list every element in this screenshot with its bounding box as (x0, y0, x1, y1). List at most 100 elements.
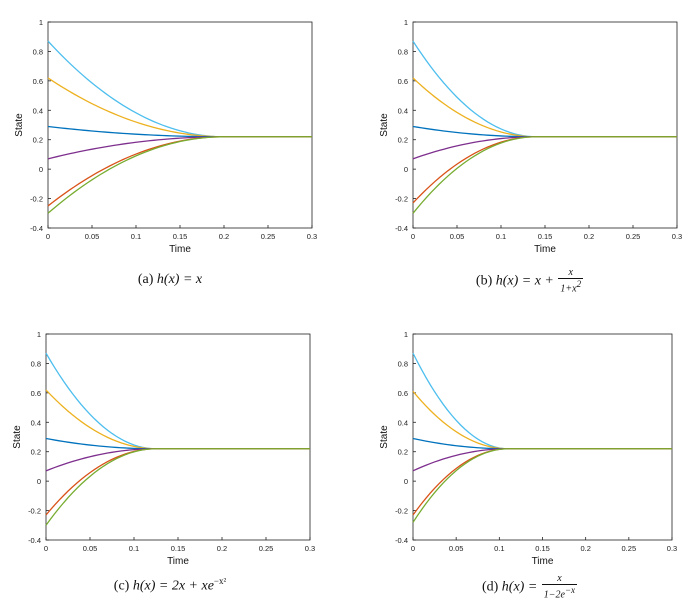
y-tick-label: -0.2 (395, 195, 408, 204)
x-tick-label: 0.2 (584, 232, 594, 241)
caption-c: (c) h(x) = 2x + xe−x² (0, 576, 340, 595)
x-tick-label: 0 (411, 544, 415, 553)
series-line-5 (412, 448, 672, 523)
panel-d: 0 0.05 0.1 0.15 0.2 0.25 0.3 -0.4 -0.2 0 0.2 0.4 0.6… (360, 312, 700, 612)
y-tick-label: 1 (37, 330, 41, 339)
caption-c-label: (c) (113, 578, 130, 594)
x-tick-label: 0 (46, 232, 50, 241)
x-tick-label: 0.2 (217, 544, 227, 553)
x-axis-label: Time (167, 556, 189, 567)
x-tick-label: 0 (44, 544, 48, 553)
chart-d: 0 0.05 0.1 0.15 0.2 0.25 0.3 -0.4 -0.2 0 0.2 0.4 0.6… (379, 330, 677, 567)
x-tick-label: 0.1 (129, 544, 139, 553)
chart-c: 0 0.05 0.1 0.15 0.2 0.25 0.3 -0.4 -0.2 0 0.2 0.4 0.6… (12, 330, 315, 567)
caption-b-frac-num: x (558, 268, 584, 279)
caption-b-frac-den-base: 1+x (560, 283, 577, 295)
caption-b-func: h(x) = x + (495, 273, 554, 289)
y-tick-label: 1 (404, 18, 408, 27)
caption-c-func-sup: −x² (213, 576, 227, 586)
x-tick-label: 0.1 (494, 544, 504, 553)
y-tick-label: 1 (404, 330, 408, 339)
caption-d-label: (d) (481, 579, 499, 595)
y-tick-label: 0 (404, 165, 408, 174)
y-tick-label: 0.8 (398, 47, 408, 56)
y-tick-label: 0.2 (398, 136, 408, 145)
y-tick-label: -0.2 (28, 507, 41, 516)
caption-a: (a) h(x) = x (0, 272, 340, 288)
y-tick-label: 0.4 (398, 106, 408, 115)
x-axis-label: Time (532, 556, 554, 567)
x-tick-label: 0.1 (496, 232, 506, 241)
y-tick-label: 0 (39, 165, 43, 174)
x-tick-label: 0.05 (450, 232, 465, 241)
y-tick-label: 0.8 (398, 359, 408, 368)
caption-b-label: (b) (475, 273, 493, 289)
x-tick-label: 0.25 (626, 232, 641, 241)
caption-d-fraction: x 1−2e−x (541, 574, 578, 600)
y-axis-label: State (379, 113, 390, 137)
x-tick-label: 0.1 (131, 232, 141, 241)
caption-d-frac-den-base: 1−2e (543, 589, 565, 601)
x-tick-label: 0.25 (622, 544, 637, 553)
x-tick-label: 0.3 (305, 544, 315, 553)
series-line-5 (412, 136, 677, 214)
y-tick-label: 0.2 (31, 448, 41, 457)
plot-frame (45, 333, 311, 541)
y-tick-label: -0.2 (395, 507, 408, 516)
x-tick-label: 0.15 (538, 232, 553, 241)
caption-d-frac-num: x (541, 574, 578, 585)
y-tick-label: 0.2 (33, 136, 43, 145)
series-line-5 (47, 136, 312, 214)
x-tick-label: 0 (411, 232, 415, 241)
caption-b-fraction: x 1+x2 (558, 268, 584, 295)
x-tick-label: 0.05 (83, 544, 98, 553)
series-line-5 (45, 448, 310, 526)
y-tick-label: 0.8 (31, 359, 41, 368)
panel-a: 0 0.05 0.1 0.15 0.2 0.25 0.3 -0.4 -0.2 0 0.2 0.4 0.6… (0, 0, 340, 300)
x-tick-label: 0.25 (259, 544, 274, 553)
plot-frame (412, 333, 673, 541)
y-tick-label: 0.6 (31, 389, 41, 398)
x-tick-label: 0.25 (261, 232, 276, 241)
y-tick-label: 0.8 (33, 47, 43, 56)
caption-d-frac-den: 1−2e−x (542, 585, 577, 600)
y-tick-label: 0 (404, 477, 408, 486)
y-axis-label: State (14, 113, 25, 137)
y-axis-label: State (379, 425, 390, 449)
plot-frame (412, 21, 678, 229)
y-tick-label: 0.4 (398, 418, 408, 427)
x-tick-label: 0.15 (173, 232, 188, 241)
y-tick-label: -0.2 (30, 195, 43, 204)
y-tick-label: 0.4 (31, 418, 41, 427)
x-tick-label: 0.3 (667, 544, 677, 553)
x-tick-label: 0.15 (535, 544, 550, 553)
y-tick-label: -0.4 (30, 224, 43, 233)
x-axis-label: Time (534, 244, 556, 255)
y-tick-label: -0.4 (395, 224, 408, 233)
caption-b: (b) h(x) = x + x 1+x2 (360, 268, 700, 294)
y-tick-label: -0.4 (28, 536, 41, 545)
y-tick-label: 0.6 (398, 389, 408, 398)
y-tick-label: 0.6 (33, 77, 43, 86)
caption-d: (d) h(x) = x 1−2e−x (360, 574, 700, 600)
caption-b-frac-den-sup: 2 (576, 279, 582, 289)
y-tick-label: -0.4 (395, 536, 408, 545)
caption-a-label: (a) (137, 272, 154, 287)
x-tick-label: 0.2 (219, 232, 229, 241)
y-tick-label: 0.2 (398, 448, 408, 457)
y-axis-label: State (12, 425, 23, 449)
y-tick-label: 0.4 (33, 106, 43, 115)
caption-d-func: h(x) = (501, 579, 538, 595)
chart-b: 0 0.05 0.1 0.15 0.2 0.25 0.3 -0.4 -0.2 0 0.2 0.4 0.6… (379, 18, 682, 255)
x-tick-label: 0.2 (580, 544, 590, 553)
panel-c: 0 0.05 0.1 0.15 0.2 0.25 0.3 -0.4 -0.2 0 0.2 0.4 0.6… (0, 312, 340, 612)
x-tick-label: 0.15 (171, 544, 186, 553)
x-tick-label: 0.05 (449, 544, 464, 553)
x-tick-label: 0.3 (307, 232, 317, 241)
chart-a: 0 0.05 0.1 0.15 0.2 0.25 0.3 -0.4 -0.2 0 0.2 0.4 0.6… (14, 18, 317, 255)
caption-d-frac-den-sup: −x (564, 585, 576, 595)
y-tick-label: 0.6 (398, 77, 408, 86)
x-axis-label: Time (169, 244, 191, 255)
panel-b: 0 0.05 0.1 0.15 0.2 0.25 0.3 -0.4 -0.2 0 0.2 0.4 0.6… (360, 0, 700, 300)
y-tick-label: 0 (37, 477, 41, 486)
